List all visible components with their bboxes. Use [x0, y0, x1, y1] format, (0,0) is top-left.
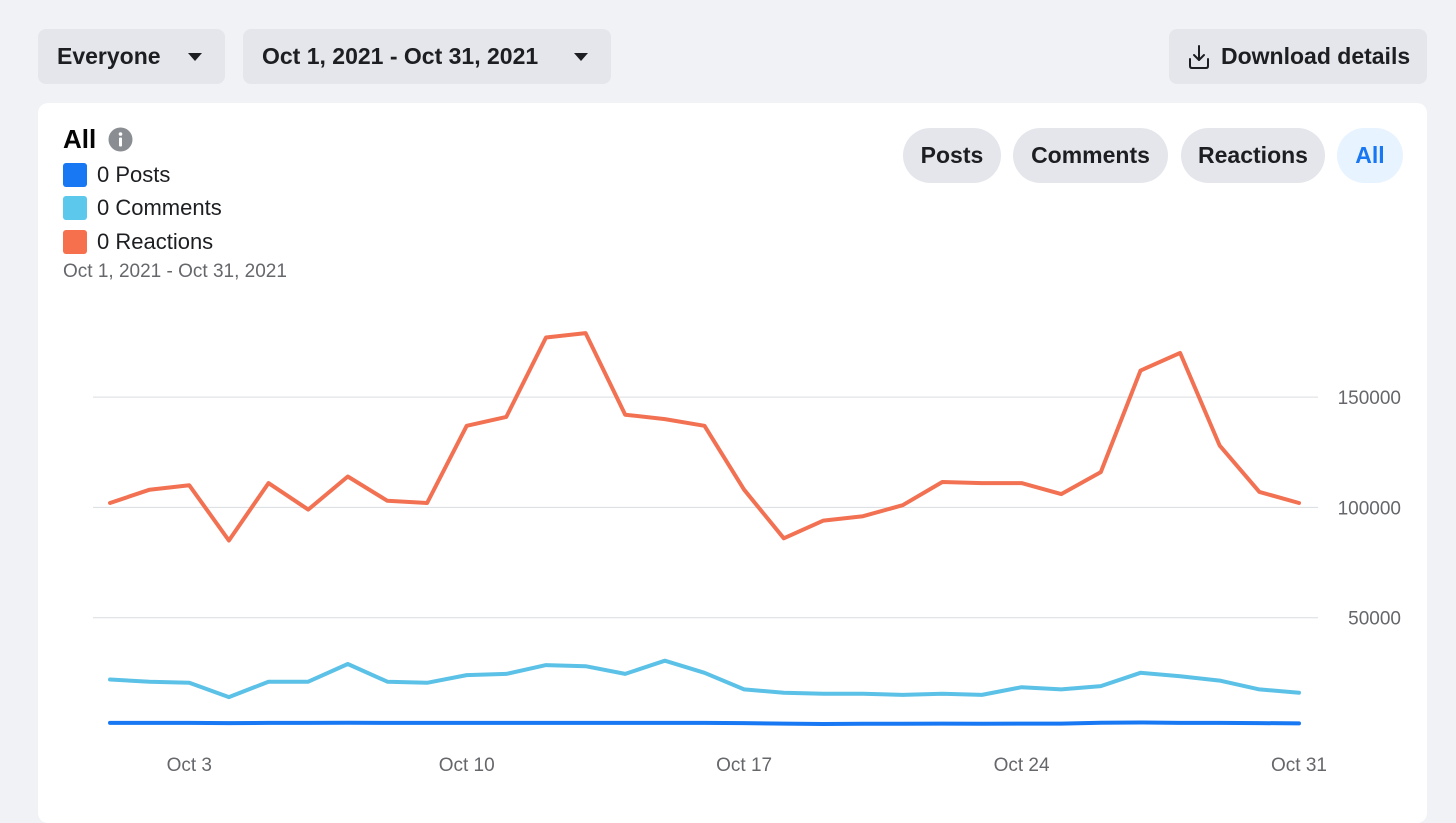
chart-date-caption: Oct 1, 2021 - Oct 31, 2021: [63, 261, 287, 282]
tab-posts[interactable]: Posts: [903, 128, 1001, 183]
tab-reactions[interactable]: Reactions: [1181, 128, 1325, 183]
legend-label-comments: 0 Comments: [97, 195, 222, 221]
x-tick-label: Oct 17: [716, 755, 772, 776]
line-chart: 50000 100000 150000 Oct 3 Oct 10 Oct 17 Oct 24…: [93, 331, 1401, 776]
tab-all[interactable]: All: [1337, 128, 1403, 183]
legend-label-posts: 0 Posts: [97, 161, 171, 187]
download-icon: [1189, 44, 1209, 69]
card-title: All: [63, 124, 97, 154]
series-line-posts: [108, 720, 1301, 726]
legend-item-posts: 0 Posts: [63, 158, 222, 192]
audience-dropdown[interactable]: Everyone: [38, 29, 225, 84]
y-tick-label: 100000: [1338, 498, 1401, 519]
x-tick-label: Oct 24: [994, 755, 1050, 776]
x-tick-label: Oct 31: [1271, 755, 1327, 776]
legend-label-reactions: 0 Reactions: [97, 228, 214, 254]
series-line-reactions: [108, 331, 1301, 543]
caret-down-icon: [188, 53, 202, 61]
y-tick-label: 50000: [1348, 609, 1401, 630]
chart-legend: 0 Posts 0 Comments 0 Reactions: [63, 158, 222, 259]
audience-dropdown-label: Everyone: [57, 43, 161, 69]
series-line-comments: [108, 658, 1301, 700]
info-icon[interactable]: [108, 127, 133, 152]
legend-item-comments: 0 Comments: [63, 192, 222, 226]
insights-card: All 0 Posts 0 Comments 0 Reactions Oct 1…: [38, 103, 1427, 823]
tab-comments[interactable]: Comments: [1013, 128, 1168, 183]
date-range-dropdown[interactable]: Oct 1, 2021 - Oct 31, 2021: [243, 29, 611, 84]
download-details-button[interactable]: Download details: [1169, 29, 1427, 84]
x-tick-label: Oct 10: [439, 755, 495, 776]
y-tick-label: 150000: [1338, 388, 1401, 409]
legend-item-reactions: 0 Reactions: [63, 225, 222, 259]
date-range-label: Oct 1, 2021 - Oct 31, 2021: [262, 43, 539, 69]
caret-down-icon: [574, 53, 588, 61]
legend-swatch-posts: [63, 162, 87, 187]
legend-swatch-reactions: [63, 229, 87, 254]
legend-swatch-comments: [63, 196, 87, 221]
card-header: All: [63, 124, 133, 155]
x-tick-label: Oct 3: [167, 755, 212, 776]
download-details-label: Download details: [1221, 43, 1411, 69]
